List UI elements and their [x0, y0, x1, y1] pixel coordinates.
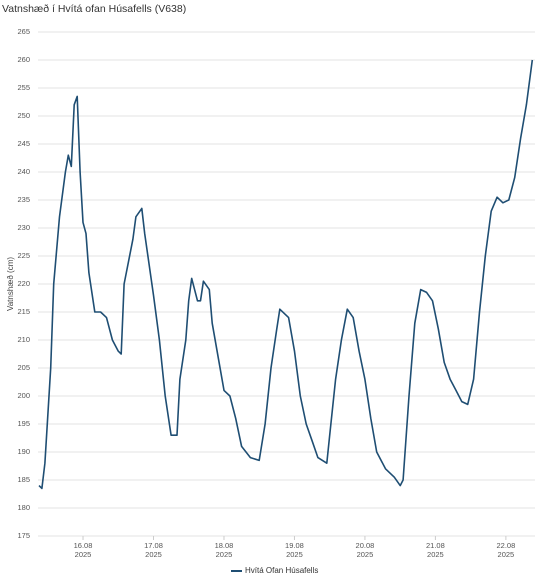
- x-tick-label: 18.08 2025: [214, 541, 234, 559]
- y-tick-label: 205: [17, 363, 30, 372]
- y-tick-label: 235: [17, 195, 30, 204]
- y-tick-label: 240: [17, 167, 30, 176]
- y-tick-label: 180: [17, 503, 30, 512]
- y-tick-label: 215: [17, 307, 30, 316]
- y-tick-label: 255: [17, 83, 30, 92]
- y-tick-label: 220: [17, 279, 30, 288]
- y-tick-label: 260: [17, 55, 30, 64]
- y-tick-label: 195: [17, 419, 30, 428]
- y-tick-label: 210: [17, 335, 30, 344]
- y-tick-label: 265: [17, 27, 30, 36]
- x-tick-label: 19.08 2025: [285, 541, 304, 559]
- y-tick-label: 185: [17, 475, 30, 484]
- y-tick-label: 245: [17, 139, 30, 148]
- legend-label: Hvítá Ofan Húsafells: [245, 566, 318, 575]
- y-axis-label: Vatnshæð (cm): [6, 257, 15, 311]
- y-tick-label: 200: [17, 391, 30, 400]
- x-tick-label: 17.08 2025: [144, 541, 163, 559]
- x-tick-label: 21.08 2025: [426, 541, 445, 559]
- data-line: [38, 59, 534, 490]
- y-tick-label: 190: [17, 447, 30, 456]
- x-tick-label: 16.08 2025: [73, 541, 93, 559]
- x-tick-label: 20.08 2025: [355, 541, 375, 559]
- y-tick-label: 250: [17, 111, 30, 120]
- y-tick-label: 230: [17, 223, 30, 232]
- chart-title: Vatnshæð í Hvítá ofan Húsafells (V638): [2, 3, 186, 15]
- y-tick-label: 225: [17, 251, 30, 260]
- x-tick-label: 22.08 2025: [496, 541, 516, 559]
- y-tick-label: 175: [17, 531, 30, 540]
